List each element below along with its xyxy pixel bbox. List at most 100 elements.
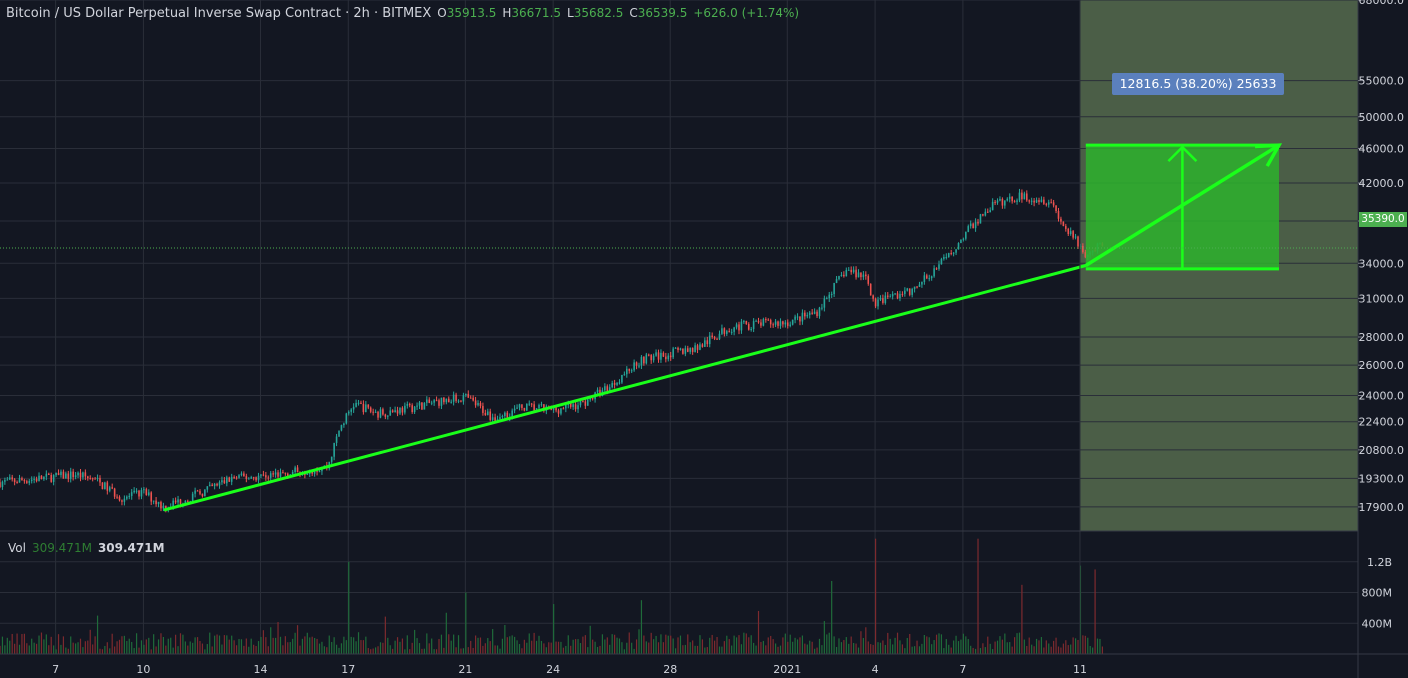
volume-bar xyxy=(1018,632,1021,654)
volume-bar xyxy=(777,646,779,654)
volume-bar xyxy=(557,641,560,654)
volume-bar xyxy=(235,645,238,654)
volume-bar xyxy=(189,641,191,654)
volume-bar xyxy=(418,643,421,654)
volume-bar xyxy=(53,645,55,654)
volume-tick-label: 800M xyxy=(1362,587,1393,600)
volume-bar xyxy=(128,638,130,654)
volume-bar xyxy=(811,641,813,654)
candle-body xyxy=(845,269,848,277)
candle-body xyxy=(57,472,60,476)
candle-body xyxy=(430,402,433,404)
volume-bar xyxy=(372,648,374,654)
measure-label[interactable]: 12816.5 (38.20%) 25633 xyxy=(1112,73,1284,95)
candle-body xyxy=(174,500,177,503)
candle-body xyxy=(869,283,872,296)
candle-body xyxy=(847,269,850,271)
symbol-title[interactable]: Bitcoin / US Dollar Perpetual Inverse Sw… xyxy=(6,6,432,21)
candle-body xyxy=(143,489,145,491)
candle-body xyxy=(867,276,870,284)
volume-bar xyxy=(106,642,108,654)
candle-body xyxy=(313,470,316,474)
volume-bar xyxy=(214,635,216,654)
drawing-tools[interactable] xyxy=(0,0,1358,654)
candle-body xyxy=(733,327,735,332)
candle-body xyxy=(911,288,913,295)
candle-body xyxy=(384,414,387,417)
volume-bar xyxy=(577,639,579,654)
volume-bar xyxy=(774,643,777,654)
volume-bar xyxy=(765,645,767,654)
volume-bar xyxy=(167,638,169,654)
volume-bar xyxy=(148,637,150,654)
volume-bar xyxy=(201,643,204,654)
volume-bar xyxy=(1016,633,1018,654)
volume-bar xyxy=(326,647,328,654)
volume-bar xyxy=(414,629,416,654)
candle-body xyxy=(38,475,40,482)
candle-body xyxy=(689,347,692,352)
volume-bar xyxy=(540,640,543,654)
volume-bar xyxy=(143,644,145,654)
volume-bar xyxy=(818,638,821,654)
candle-body xyxy=(16,482,18,484)
candle-body xyxy=(291,471,294,475)
volume-bar xyxy=(194,637,196,654)
candle-body xyxy=(411,405,413,412)
volume-bar xyxy=(938,633,940,654)
candle-body xyxy=(416,405,418,407)
candle-body xyxy=(450,401,453,403)
volume-label[interactable]: Vol xyxy=(8,541,26,555)
candle-body xyxy=(74,475,77,478)
volume-bar xyxy=(862,637,864,654)
candle-body xyxy=(26,481,28,483)
time-tick-label: 10 xyxy=(136,663,150,676)
volume-bar xyxy=(9,640,11,654)
time-scale[interactable]: 7 10 14 17 21 24 28 2021 4 7 11 xyxy=(52,663,1087,676)
candle-body xyxy=(267,477,270,479)
ohlc-readout: O35913.5 H36671.5 L35682.5 C36539.5 +626… xyxy=(437,6,799,20)
volume-bar xyxy=(438,638,440,654)
volume-bar xyxy=(887,632,889,654)
candle-body xyxy=(586,399,589,406)
volume-bar xyxy=(43,639,45,654)
candle-body xyxy=(160,501,162,509)
candle-body xyxy=(1047,202,1050,205)
volume-bar xyxy=(657,642,660,654)
volume-bar xyxy=(528,633,530,654)
volume-bar xyxy=(1,636,4,654)
candle-body xyxy=(808,312,811,315)
volume-bar xyxy=(260,636,262,654)
volume-bar xyxy=(21,634,23,654)
candle-body xyxy=(333,442,335,457)
candle-body xyxy=(884,295,887,303)
volume-bar xyxy=(492,629,494,654)
volume-bar xyxy=(484,643,486,654)
volume-bar xyxy=(1087,637,1089,654)
candle-body xyxy=(765,319,767,321)
candle-body xyxy=(943,257,945,259)
volume-bar xyxy=(660,634,662,654)
candle-body xyxy=(316,470,318,472)
volume-bar xyxy=(628,632,630,654)
candle-body xyxy=(521,404,523,408)
volume-bar xyxy=(506,637,508,654)
volume-bar xyxy=(857,647,860,654)
candle-body xyxy=(825,298,828,300)
volume-bar xyxy=(772,639,774,654)
time-tick-label: 24 xyxy=(546,663,560,676)
candle-body xyxy=(260,474,262,476)
volume-bar xyxy=(638,629,640,654)
volume-bar xyxy=(828,632,830,654)
candle-body xyxy=(828,294,831,299)
volume-bar xyxy=(935,634,938,654)
volume-bar xyxy=(606,637,608,654)
volume-bar xyxy=(974,648,977,654)
volume-bar xyxy=(840,642,843,654)
candle-body xyxy=(974,221,977,229)
volume-bar xyxy=(1045,640,1047,654)
candle-body xyxy=(740,321,743,331)
volume-bar xyxy=(1096,638,1099,654)
price-tick-label: 24000.0 xyxy=(1359,390,1405,403)
